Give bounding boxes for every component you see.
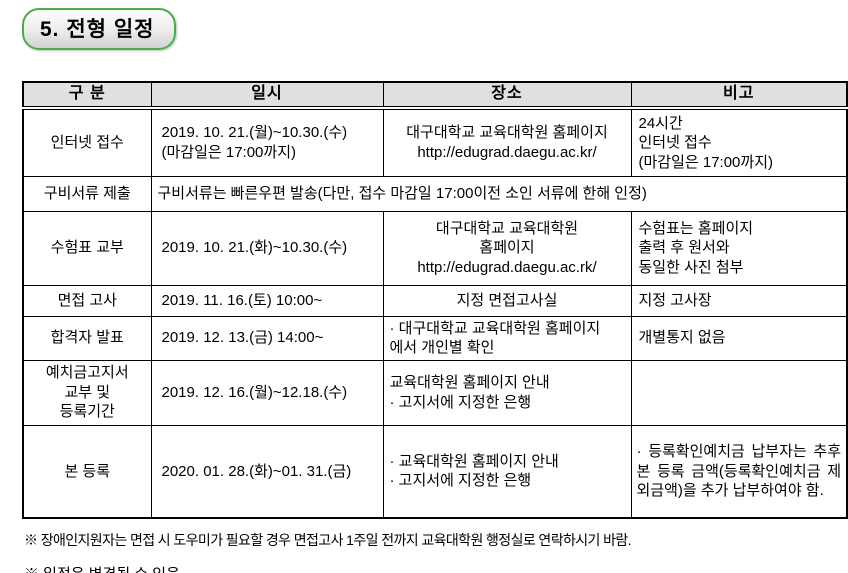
cell-datetime: 2019. 11. 16.(토) 10:00~ (150, 284, 384, 317)
cell-remarks: · 등록확인예치금 납부자는 추후 본 등록 금액(등록확인예치금 제외금액)을… (630, 424, 848, 519)
table-row-internet-application: 인터넷 접수 2019. 10. 21.(월)~10.30.(수) (마감일은 … (22, 107, 848, 177)
column-header-category: 구 분 (22, 81, 152, 110)
cell-category: 인터넷 접수 (22, 107, 152, 177)
table-row-deposit-notice: 예치금고지서 교부 및 등록기간 2019. 12. 16.(월)~12.18.… (22, 359, 848, 426)
column-header-datetime: 일시 (150, 81, 384, 110)
header-row: 구 분 일시 장소 비고 (22, 81, 848, 110)
section-title-badge: 5. 전형 일정 (22, 8, 177, 50)
cell-location: · 대구대학교 교육대학원 홈페이지 에서 개인별 확인 (382, 315, 632, 361)
cell-remarks: 24시간 인터넷 접수 (마감일은 17:00까지) (630, 107, 848, 177)
column-header-location: 장소 (382, 81, 632, 110)
admission-schedule-table: 구 분 일시 장소 비고 인터넷 접수 2019. 10. 21.(월)~10.… (22, 81, 848, 519)
table-row-acceptance-announcement: 합격자 발표 2019. 12. 13.(금) 14:00~ · 대구대학교 교… (22, 315, 848, 361)
cell-location: 대구대학교 교육대학원 홈페이지 http://edugrad.daegu.ac… (382, 107, 632, 177)
table-row-interview: 면접 고사 2019. 11. 16.(토) 10:00~ 지정 면접고사실 지… (22, 284, 848, 317)
table-row-document-submission: 구비서류 제출 구비서류는 빠른우편 발송(다만, 접수 마감일 17:00이전… (22, 175, 848, 212)
cell-location: · 교육대학원 홈페이지 안내 · 고지서에 지정한 은행 (382, 424, 632, 519)
cell-merged-info: 구비서류는 빠른우편 발송(다만, 접수 마감일 17:00이전 소인 서류에 … (150, 175, 848, 212)
cell-datetime: 2019. 12. 13.(금) 14:00~ (150, 315, 384, 361)
cell-category: 합격자 발표 (22, 315, 152, 361)
cell-category: 본 등록 (22, 424, 152, 519)
cell-location: 대구대학교 교육대학원 홈페이지 http://edugrad.daegu.ac… (382, 210, 632, 286)
table-row-final-registration: 본 등록 2020. 01. 28.(화)~01. 31.(금) · 교육대학원… (22, 424, 848, 519)
cell-location: 지정 면접고사실 (382, 284, 632, 317)
cell-remarks: 수험표는 홈페이지 출력 후 원서와 동일한 사진 첨부 (630, 210, 848, 286)
cell-datetime: 2019. 10. 21.(화)~10.30.(수) (150, 210, 384, 286)
column-header-remarks: 비고 (630, 81, 848, 110)
footnote-schedule-change: ※ 일정은 변경될 수 있음. (24, 563, 848, 573)
cell-datetime: 2019. 10. 21.(월)~10.30.(수) (마감일은 17:00까지… (150, 107, 384, 177)
cell-category: 예치금고지서 교부 및 등록기간 (22, 359, 152, 426)
table-row-exam-ticket: 수험표 교부 2019. 10. 21.(화)~10.30.(수) 대구대학교 … (22, 210, 848, 286)
cell-location: 교육대학원 홈페이지 안내 · 고지서에 지정한 은행 (382, 359, 632, 426)
cell-category: 수험표 교부 (22, 210, 152, 286)
section-title: 5. 전형 일정 (40, 18, 155, 41)
cell-remarks: 개별통지 없음 (630, 315, 848, 361)
cell-datetime: 2019. 12. 16.(월)~12.18.(수) (150, 359, 384, 426)
cell-remarks (630, 359, 848, 426)
cell-remarks: 지정 고사장 (630, 284, 848, 317)
cell-category: 구비서류 제출 (22, 175, 152, 212)
cell-category: 면접 고사 (22, 284, 152, 317)
footnotes: ※ 장애인지원자는 면접 시 도우미가 필요할 경우 면접고사 1주일 전까지 … (24, 530, 848, 573)
cell-datetime: 2020. 01. 28.(화)~01. 31.(금) (150, 424, 384, 519)
footnote-disability-support: ※ 장애인지원자는 면접 시 도우미가 필요할 경우 면접고사 1주일 전까지 … (24, 532, 632, 548)
